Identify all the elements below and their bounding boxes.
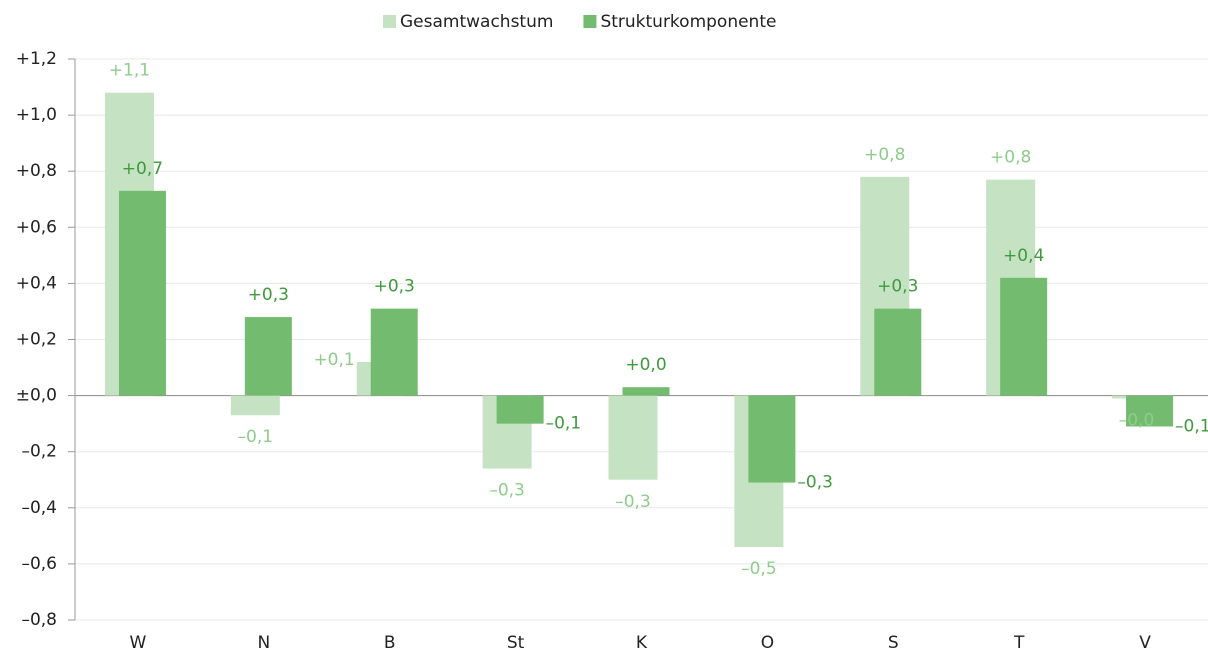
value-label: +0,3 [374,277,415,297]
x-tick-label: W [130,633,147,653]
value-label: +0,3 [248,285,289,305]
y-tick-label: +0,4 [16,273,57,293]
y-tick-label: –0,8 [21,610,57,630]
x-tick-label: T [1013,633,1025,653]
value-label: –0,1 [238,427,274,447]
y-tick-label: –0,6 [21,554,57,574]
value-label: +0,4 [1003,246,1044,266]
value-label: –0,5 [741,559,777,579]
bar [1000,277,1048,396]
y-tick-label: ±0,0 [16,386,57,406]
bar [874,308,922,396]
bar [118,190,166,396]
value-label: –0,0 [1119,410,1155,430]
bar [496,395,544,424]
legend-swatch [583,15,597,28]
bar [370,308,418,396]
legend-label: Gesamtwachstum [400,12,553,32]
value-label: –0,3 [615,492,651,512]
legend-label: Strukturkomponente [600,12,776,32]
x-tick-label: K [636,633,648,653]
value-label: +0,3 [877,277,918,297]
x-tick-label: B [384,633,396,653]
x-tick-label: O [761,633,774,653]
value-label: +0,1 [313,350,354,370]
value-label: –0,1 [546,414,582,434]
value-label: –0,3 [489,481,525,501]
y-tick-label: +0,2 [16,330,57,350]
x-tick-label: V [1139,633,1151,653]
y-tick-label: +1,2 [16,49,57,69]
bar [608,395,658,480]
bar [230,395,280,416]
bar [748,395,796,483]
value-label: –0,1 [1175,416,1208,436]
x-tick-label: St [507,633,525,653]
y-tick-label: +0,8 [16,161,57,181]
bar [244,317,292,396]
value-label: –0,3 [797,473,833,493]
x-tick-label: N [257,633,270,653]
value-label: +1,1 [109,61,150,81]
legend-swatch [383,15,396,28]
y-tick-label: –0,4 [21,498,57,518]
bar [1126,395,1174,427]
y-tick-label: +1,0 [16,105,57,125]
y-tick-label: –0,2 [21,442,57,462]
value-label: +0,8 [990,148,1031,168]
x-tick-label: S [888,633,899,653]
value-label: +0,0 [625,355,666,375]
y-tick-label: +0,6 [16,217,57,237]
bar [622,387,670,396]
value-label: +0,8 [864,145,905,165]
value-label: +0,7 [122,159,163,179]
